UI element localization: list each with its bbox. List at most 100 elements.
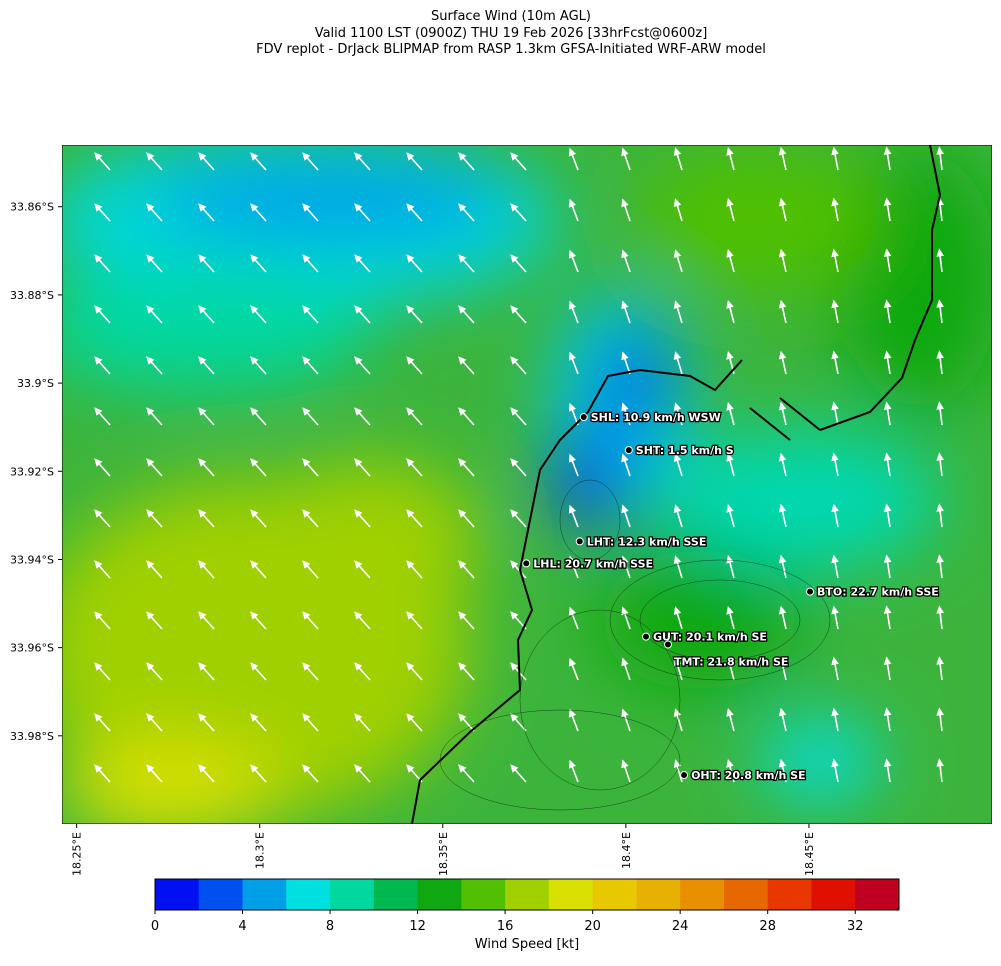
arrow-head: [936, 503, 944, 512]
arrow-head: [94, 560, 103, 569]
arrow-head: [406, 509, 415, 518]
arrow-head: [568, 147, 577, 157]
arrow-head: [621, 606, 629, 616]
arrow-head: [726, 554, 734, 564]
arrow-head: [831, 248, 839, 258]
station-label: SHT: 1.5 km/h S: [636, 444, 734, 457]
arrow-head: [302, 356, 311, 365]
title-line: Valid 1100 LST (0900Z) THU 19 Feb 2026 […: [315, 26, 708, 41]
arrow-head: [621, 402, 629, 412]
arrow-head: [302, 458, 311, 467]
arrow-head: [458, 356, 467, 365]
arrow-head: [621, 453, 629, 463]
arrow-head: [458, 305, 467, 314]
arrow-head: [146, 662, 155, 671]
arrow-head: [883, 707, 892, 716]
lat-tick-label: 33.88°S: [10, 289, 54, 302]
arrow-head: [778, 197, 787, 207]
arrow-head: [250, 509, 259, 518]
arrow-head: [198, 662, 207, 671]
arrow-head: [673, 657, 682, 666]
station-dot: [579, 413, 588, 422]
arrow-head: [406, 203, 415, 212]
arrow-head: [146, 254, 155, 263]
colorbar-segment: [417, 879, 462, 910]
arrow-head: [936, 758, 944, 767]
arrow-head: [302, 152, 311, 161]
arrow-head: [146, 203, 155, 212]
arrow-head: [673, 198, 682, 207]
title-line: FDV replot - DrJack BLIPMAP from RASP 1.…: [256, 42, 766, 57]
arrow-head: [458, 611, 467, 620]
colorbar-segment: [286, 879, 331, 910]
lon-tick-label: 18.25°E: [71, 832, 84, 876]
arrow-head: [568, 504, 577, 514]
arrow-head: [673, 147, 682, 156]
coastline: [411, 359, 743, 824]
lon-tick-label: 18.45°E: [803, 832, 816, 876]
arrow-head: [673, 402, 682, 411]
colorbar-segment: [636, 879, 681, 910]
arrow-head: [250, 611, 259, 620]
arrow-head: [94, 356, 103, 365]
arrow-head: [406, 560, 415, 569]
arrow-head: [406, 407, 415, 416]
arrow-head: [883, 248, 892, 257]
arrow-head: [458, 662, 467, 671]
arrow-head: [198, 509, 207, 518]
colorbar-segment: [242, 879, 287, 910]
station-dot: [806, 587, 815, 596]
lon-tick-label: 18.3°E: [254, 832, 267, 869]
arrow-head: [936, 401, 944, 410]
arrow-head: [883, 197, 892, 206]
lat-tick-label: 33.92°S: [10, 465, 54, 478]
arrow-head: [198, 713, 207, 722]
arrow-head: [883, 656, 892, 665]
arrow-head: [94, 254, 103, 263]
colorbar-segment: [723, 879, 769, 910]
colorbar-segment: [680, 879, 725, 910]
arrow-head: [198, 764, 207, 773]
arrow-head: [198, 305, 207, 314]
arrow-head: [673, 606, 682, 615]
arrow-head: [250, 662, 259, 671]
arrow-head: [146, 713, 155, 722]
arrow-head: [673, 300, 682, 309]
arrow-head: [726, 197, 734, 207]
arrow-head: [94, 407, 103, 416]
arrow-head: [673, 351, 682, 360]
arrow-head: [94, 713, 103, 722]
arrow-head: [621, 147, 629, 157]
arrow-head: [831, 146, 839, 156]
arrow-head: [831, 707, 839, 717]
wind-arrows: [94, 146, 944, 783]
colorbar-tick-label: 32: [847, 919, 864, 934]
arrow-head: [406, 152, 415, 161]
arrow-head: [568, 759, 577, 769]
arrow-head: [302, 764, 311, 773]
arrow-head: [568, 657, 577, 667]
arrow-head: [778, 401, 787, 411]
station-dot: [663, 640, 672, 649]
station-dot: [522, 559, 531, 568]
arrow-head: [406, 764, 415, 773]
arrow-head: [198, 458, 207, 467]
arrow-head: [458, 203, 467, 212]
arrow-head: [354, 713, 363, 722]
lat-tick-label: 33.9°S: [17, 377, 54, 390]
lat-tick-label: 33.96°S: [10, 642, 54, 655]
colorbar-segment: [592, 879, 637, 910]
arrow-head: [936, 146, 944, 155]
arrow-head: [510, 713, 519, 722]
station-label: LHT: 12.3 km/h SSE: [587, 535, 707, 548]
arrow-head: [354, 764, 363, 773]
arrow-head: [302, 560, 311, 569]
colorbar-label: Wind Speed [kt]: [475, 937, 579, 952]
colorbar-tick-label: 0: [151, 919, 159, 934]
arrow-head: [510, 305, 519, 314]
arrow-head: [831, 554, 839, 564]
arrow-head: [883, 503, 892, 512]
arrow-head: [778, 350, 787, 360]
arrow-head: [198, 254, 207, 263]
